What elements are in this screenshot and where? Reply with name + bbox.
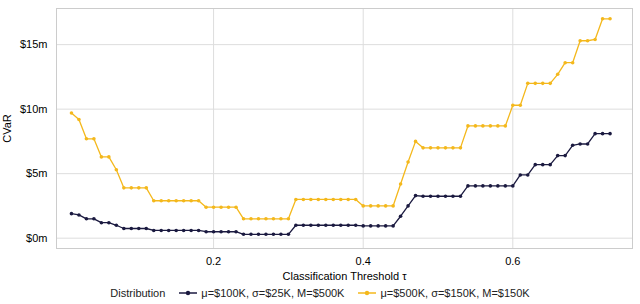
svg-text:Classification Threshold τ: Classification Threshold τ [283, 270, 408, 282]
svg-text:0.6: 0.6 [505, 255, 520, 267]
svg-text:$15m: $15m [20, 38, 48, 50]
svg-text:0.2: 0.2 [206, 255, 221, 267]
svg-text:CVaR: CVaR [1, 114, 13, 143]
svg-text:0.4: 0.4 [356, 255, 371, 267]
svg-text:$0m: $0m [26, 232, 47, 244]
svg-text:$5m: $5m [26, 167, 47, 179]
html-text:μ=$500K, σ=$150K, M=$150K: μ=$500K, σ=$150K, M=$150K [380, 287, 530, 299]
html-text:Distribution: Distribution [110, 287, 166, 299]
svg-text:$10m: $10m [20, 103, 48, 115]
html-text:μ=$100K, σ=$25K, M=$500K: μ=$100K, σ=$25K, M=$500K [201, 287, 345, 299]
